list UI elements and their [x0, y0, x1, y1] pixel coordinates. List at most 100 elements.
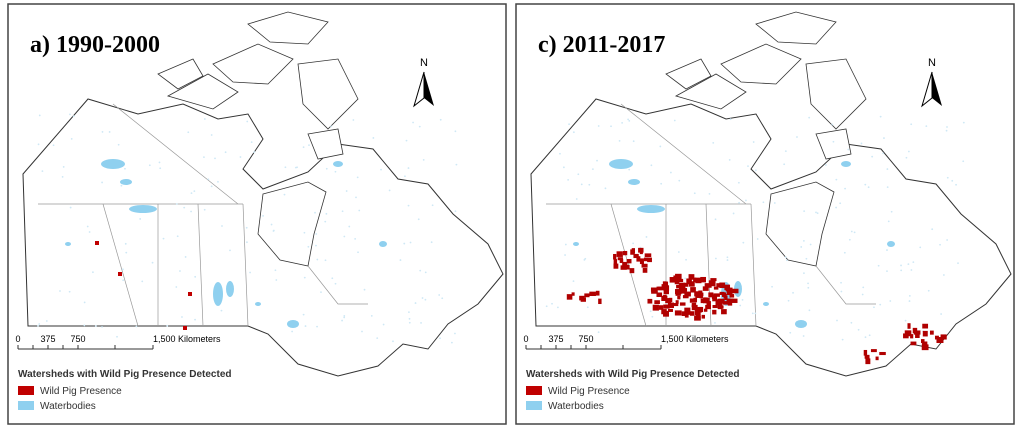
water-speck	[414, 302, 417, 304]
water-speck	[783, 163, 786, 166]
water-speck	[886, 249, 888, 251]
pig-presence	[870, 349, 877, 353]
water-speck	[591, 168, 594, 171]
water-speck	[148, 164, 151, 167]
island	[166, 73, 239, 110]
water-speck	[912, 261, 915, 264]
water-speck	[628, 119, 631, 122]
pig-presence	[936, 337, 944, 344]
water-speck	[848, 238, 851, 241]
water-speck	[370, 314, 373, 317]
water-speck	[120, 184, 123, 187]
water-speck	[862, 286, 865, 289]
province-border	[38, 103, 368, 327]
pig-presence	[701, 314, 705, 319]
water-speck	[175, 203, 178, 205]
water-speck	[670, 171, 672, 174]
island	[720, 43, 802, 85]
water-speck	[747, 165, 749, 168]
water-speck	[910, 123, 913, 126]
water-speck	[882, 152, 885, 155]
water-speck	[203, 156, 205, 159]
pig-presence	[595, 290, 600, 296]
water-speck	[61, 176, 64, 178]
water-speck	[358, 209, 361, 212]
water-speck	[101, 325, 103, 328]
water-speck	[714, 321, 716, 324]
water-speck	[37, 324, 39, 327]
water-speck	[741, 298, 744, 301]
pig-presence	[613, 253, 617, 260]
pig-presence	[566, 294, 573, 300]
water-speck	[962, 121, 965, 124]
water-speck	[714, 218, 717, 221]
pig-presence	[694, 309, 701, 316]
pig-presence	[188, 292, 192, 296]
lake	[255, 302, 261, 306]
pig-presence	[584, 293, 590, 298]
water-speck	[214, 157, 216, 160]
water-speck	[857, 328, 860, 331]
water-speck	[348, 225, 351, 228]
water-speck	[831, 123, 834, 126]
pig-presence	[695, 277, 702, 284]
water-speck	[203, 118, 206, 120]
water-speck	[621, 122, 624, 124]
water-speck	[946, 176, 949, 179]
water-speck	[824, 164, 827, 166]
pig-presence	[940, 334, 947, 340]
water-speck	[441, 297, 444, 300]
water-speck	[883, 137, 885, 139]
pig-presence	[675, 300, 679, 304]
water-speck	[357, 251, 359, 254]
water-speck	[583, 258, 586, 261]
water-speck	[341, 210, 344, 213]
pig-presence	[681, 311, 686, 316]
water-speck	[864, 336, 867, 339]
water-speck	[38, 323, 41, 325]
water-speck	[330, 125, 333, 128]
pig-presence	[642, 268, 648, 273]
water-speck	[728, 159, 731, 161]
lake	[120, 179, 132, 185]
water-speck	[86, 225, 89, 228]
water-speck	[860, 142, 863, 145]
water-speck	[840, 281, 842, 284]
water-speck	[927, 289, 930, 292]
island	[805, 58, 867, 130]
water-speck	[564, 243, 567, 246]
legend-swatch	[18, 401, 34, 410]
water-speck	[356, 176, 359, 179]
water-speck	[417, 218, 420, 221]
water-speck	[886, 270, 888, 273]
scale-label: 0	[523, 334, 528, 344]
water-speck	[38, 114, 41, 117]
lake	[887, 241, 895, 247]
pig-presence	[619, 258, 624, 263]
island	[297, 58, 359, 130]
water-speck	[861, 293, 864, 296]
pig-presence	[727, 300, 733, 306]
water-speck	[62, 166, 65, 168]
water-speck	[890, 210, 893, 213]
pig-presence	[934, 335, 939, 340]
legend-swatch	[18, 386, 34, 395]
pig-presence	[729, 294, 735, 298]
water-speck	[341, 319, 343, 322]
pig-presence	[879, 351, 886, 356]
pig-presence	[699, 292, 703, 299]
water-speck	[684, 277, 687, 280]
water-speck	[628, 168, 631, 171]
pig-presence	[719, 291, 725, 295]
hudson-bay	[765, 181, 835, 267]
water-speck	[632, 140, 635, 143]
water-speck	[210, 185, 213, 188]
water-speck	[751, 312, 754, 315]
water-speck	[176, 235, 179, 238]
water-speck	[372, 137, 375, 139]
water-speck	[841, 338, 844, 341]
scale-label: 375	[40, 334, 55, 344]
water-speck	[816, 212, 819, 215]
water-speck	[835, 206, 837, 209]
pig-presence	[691, 304, 698, 311]
